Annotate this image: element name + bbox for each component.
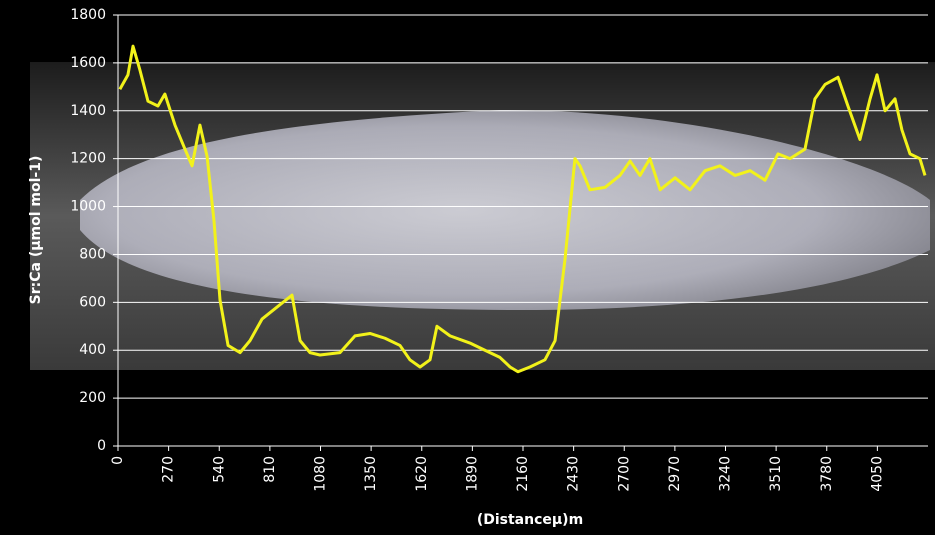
x-tick-label: 1080 [313, 456, 329, 492]
x-tick-label: 3240 [718, 456, 734, 492]
x-tick-label: 1620 [414, 456, 430, 492]
y-axis-label: Sr:Ca (µmol mol-1) [28, 156, 44, 305]
y-tick-label: 400 [79, 342, 106, 358]
y-tick-label: 200 [79, 390, 106, 406]
x-tick-label: 3780 [819, 456, 835, 492]
y-tick-label: 1000 [70, 199, 106, 215]
y-tick-label: 800 [79, 246, 106, 262]
x-tick-label: 3510 [768, 456, 784, 492]
y-tick-label: 1200 [70, 151, 106, 167]
x-tick-label: 2970 [667, 456, 683, 492]
x-tick-label: 0 [110, 456, 126, 465]
x-axis-label: (Distanceµ)m [477, 512, 583, 528]
otolith-image [80, 110, 930, 310]
x-tick-label: 1350 [363, 456, 379, 492]
y-tick-label: 1400 [70, 103, 106, 119]
x-tick-label: 2160 [515, 456, 531, 492]
y-tick-label: 1800 [70, 7, 106, 23]
x-tick-label: 810 [262, 456, 278, 483]
x-tick-label: 4050 [869, 456, 885, 492]
y-tick-label: 0 [97, 438, 106, 454]
data-line [118, 44, 927, 374]
x-tick-label: 2430 [566, 456, 582, 492]
y-tick-label: 1600 [70, 55, 106, 71]
x-tick-label: 2700 [616, 456, 632, 492]
x-tick-label: 540 [211, 456, 227, 483]
x-tick-label: 1890 [464, 456, 480, 492]
x-tick-label: 270 [161, 456, 177, 483]
y-tick-label: 600 [79, 294, 106, 310]
